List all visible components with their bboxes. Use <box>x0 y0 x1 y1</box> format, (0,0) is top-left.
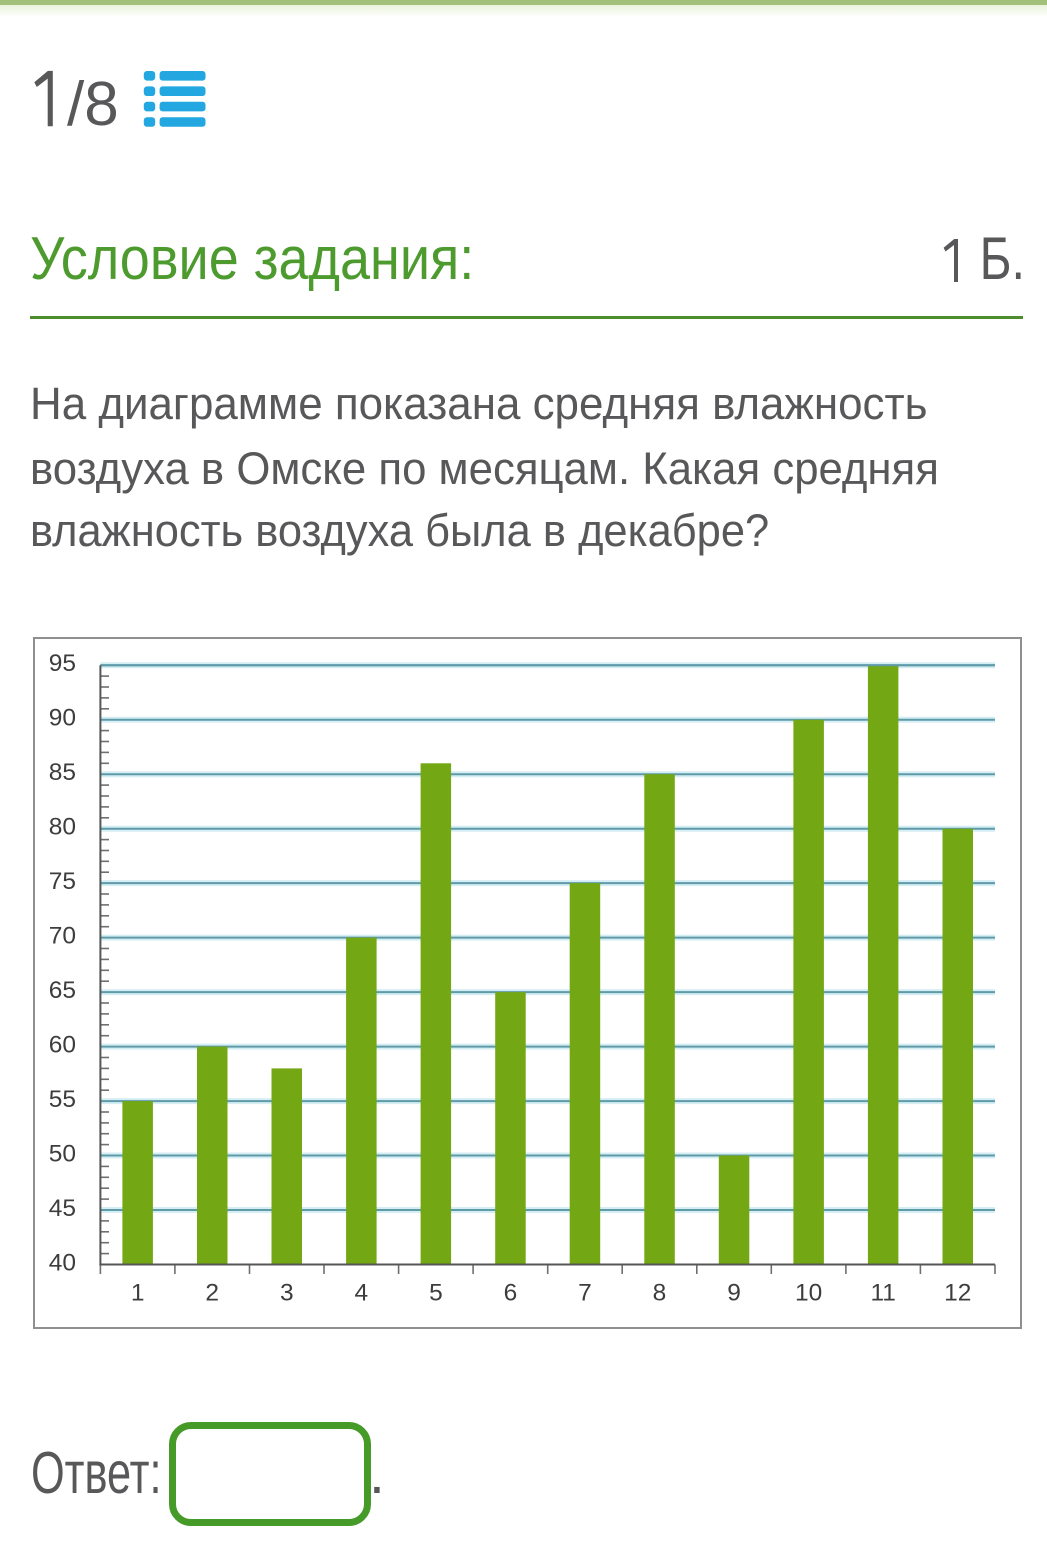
svg-text:75: 75 <box>49 868 76 895</box>
svg-text:95: 95 <box>49 650 76 677</box>
svg-text:9: 9 <box>727 1280 741 1307</box>
svg-text:65: 65 <box>49 977 76 1004</box>
svg-text:12: 12 <box>944 1280 971 1307</box>
svg-text:60: 60 <box>49 1032 76 1059</box>
svg-text:6: 6 <box>504 1280 518 1307</box>
svg-text:50: 50 <box>49 1141 76 1168</box>
svg-text:45: 45 <box>49 1195 76 1222</box>
svg-text:70: 70 <box>49 923 76 950</box>
svg-text:5: 5 <box>429 1280 443 1307</box>
svg-text:80: 80 <box>49 814 76 841</box>
svg-text:11: 11 <box>870 1280 895 1307</box>
svg-text:85: 85 <box>49 759 76 786</box>
svg-text:1: 1 <box>131 1280 145 1307</box>
svg-text:2: 2 <box>205 1280 219 1307</box>
svg-text:3: 3 <box>280 1280 294 1307</box>
svg-text:8: 8 <box>653 1280 667 1307</box>
svg-text:55: 55 <box>49 1086 76 1113</box>
svg-text:10: 10 <box>795 1280 822 1307</box>
svg-text:7: 7 <box>578 1280 592 1307</box>
svg-text:40: 40 <box>49 1250 76 1277</box>
svg-text:90: 90 <box>49 705 76 732</box>
svg-text:4: 4 <box>354 1280 368 1307</box>
